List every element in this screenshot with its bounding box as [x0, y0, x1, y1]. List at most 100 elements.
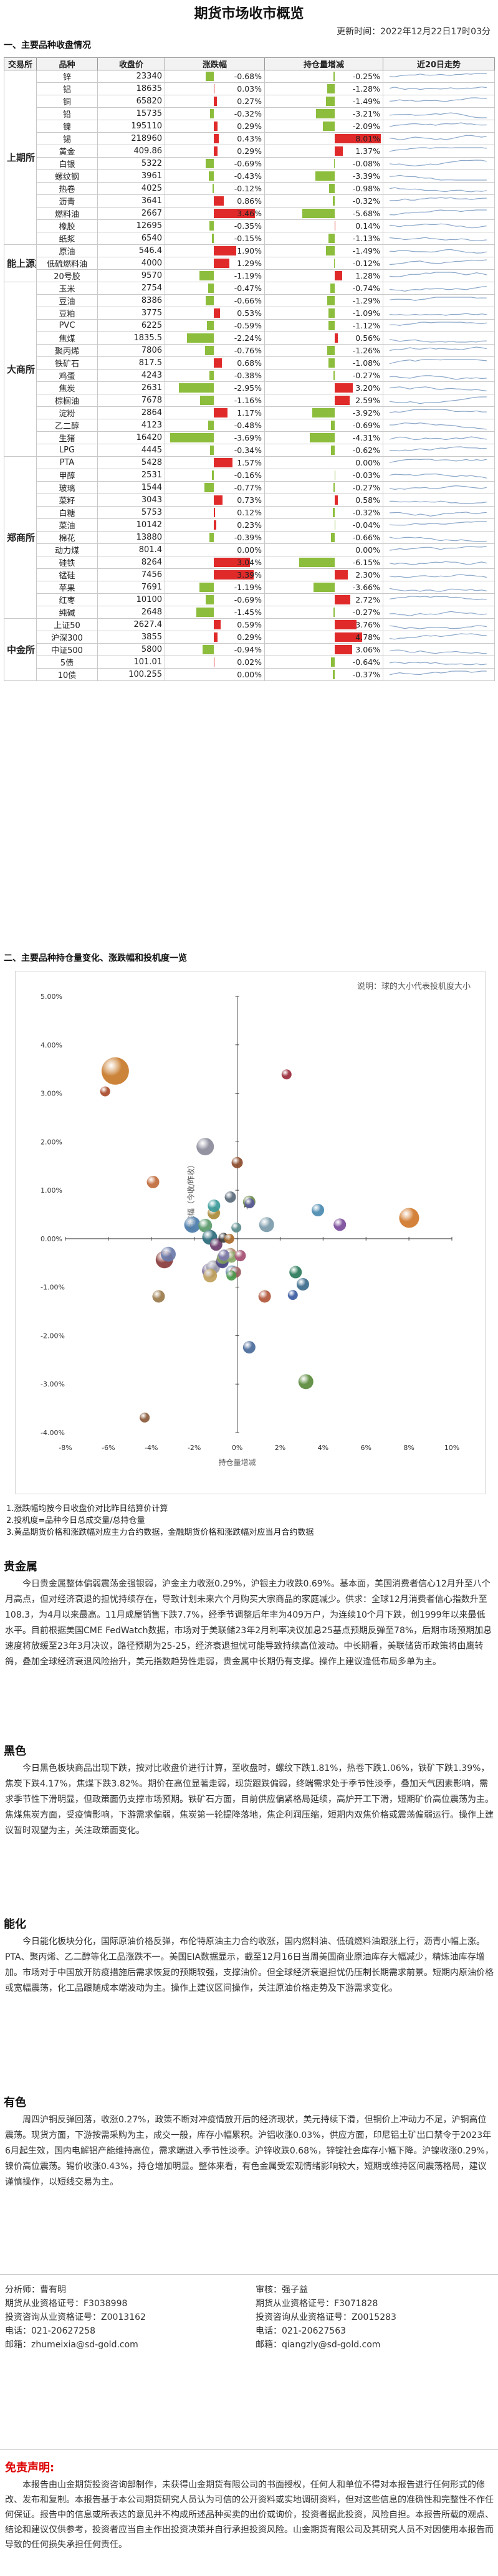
sparkline-path — [389, 271, 487, 277]
analyst-phone: 电话：021-20627258 — [5, 2326, 96, 2336]
change-bar — [203, 645, 214, 654]
trend-sparkline — [383, 556, 495, 569]
oi-value: -0.04% — [352, 520, 380, 530]
oi-value: -4.31% — [352, 433, 380, 442]
y-tick-label: 3.00% — [41, 1090, 62, 1098]
oi-value: -0.74% — [352, 284, 380, 293]
change-bar — [206, 296, 214, 305]
change-bar — [214, 358, 222, 368]
paragraph-nonferrous: 周四沪铜反弹回落，收涨0.27%，政策不断对冲疫情放开后的经济现状，美元持续下滑… — [5, 2115, 494, 2187]
change-bar — [214, 632, 218, 642]
x-tick-label: 2% — [275, 1444, 285, 1452]
oi-cell: -0.37% — [264, 668, 383, 681]
x-tick-label: 10% — [444, 1444, 459, 1452]
table-row: 棉花 13880 -0.39% -0.66% — [4, 531, 495, 544]
oi-cell: -6.15% — [264, 556, 383, 569]
scatter-point — [100, 1086, 110, 1097]
sparkline-path — [389, 661, 487, 665]
variety-name: 10债 — [36, 668, 98, 681]
change-value: 0.03% — [237, 84, 262, 93]
close-price: 2648 — [97, 606, 165, 619]
change-cell: 1.29% — [165, 257, 265, 270]
table-row: 黄金 409.86 0.29% 1.37% — [4, 145, 495, 158]
oi-value: 3.76% — [355, 620, 380, 629]
oi-cell: -4.31% — [264, 431, 383, 444]
trend-sparkline — [383, 269, 495, 282]
sparkline-path — [389, 511, 487, 517]
change-cell: 0.23% — [165, 518, 265, 532]
scatter-point — [208, 1200, 221, 1212]
oi-cell: 4.78% — [264, 631, 383, 644]
change-bar — [214, 122, 218, 131]
heading-precious-metals: 贵金属 — [4, 1560, 37, 1573]
variety-name: 聚丙烯 — [36, 344, 98, 357]
exchange-label: 郑商所 — [4, 456, 37, 619]
change-cell: -1.19% — [165, 581, 265, 594]
variety-name: 玉米 — [36, 282, 98, 295]
oi-value: -0.69% — [352, 421, 380, 430]
reviewer-consult-license: 投资咨询从业资格证号：Z0015283 — [256, 2312, 396, 2322]
analyst-license: 期货从业资格证号：F3038998 — [5, 2299, 128, 2309]
oi-cell: -0.64% — [264, 656, 383, 669]
sparkline-path — [389, 537, 487, 542]
change-value: 0.02% — [237, 657, 262, 667]
col-header: 涨跌幅 — [165, 57, 265, 70]
close-price: 5800 — [97, 643, 165, 656]
scatter-point — [152, 1290, 165, 1303]
trend-sparkline — [383, 294, 495, 307]
table-row: 热卷 4025 -0.12% -0.98% — [4, 182, 495, 195]
oi-cell: -1.08% — [264, 356, 383, 370]
oi-bar — [333, 483, 335, 492]
oi-value: -6.15% — [352, 558, 380, 567]
table-row: 铝 18635 0.03% -1.28% — [4, 82, 495, 95]
table-row: 锡 218960 0.43% 8.01% — [4, 132, 495, 145]
change-bar — [214, 520, 217, 530]
close-price: 6540 — [97, 232, 165, 245]
trend-sparkline — [383, 145, 495, 158]
variety-name: 红枣 — [36, 593, 98, 606]
trend-sparkline — [383, 606, 495, 619]
trend-sparkline — [383, 406, 495, 419]
change-value: -1.19% — [234, 271, 262, 280]
table-row: 能上源期原油546.4 1.90% -1.49% — [4, 244, 495, 282]
oi-bar — [335, 383, 353, 393]
oi-value: 4.78% — [355, 632, 380, 642]
change-cell: -3.69% — [165, 431, 265, 444]
change-value: -0.68% — [234, 72, 262, 81]
change-value: -2.24% — [234, 333, 262, 343]
close-price: 2631 — [97, 381, 165, 394]
change-cell: -0.77% — [165, 481, 265, 494]
oi-cell: -0.32% — [264, 194, 383, 208]
oi-bar — [328, 234, 335, 243]
scatter-point — [287, 1290, 298, 1300]
oi-value: -1.49% — [352, 97, 380, 106]
oi-bar — [326, 97, 335, 106]
table-row: 动力煤 801.4 0.00% 0.00% — [4, 543, 495, 556]
trend-sparkline — [383, 643, 495, 656]
x-tick-label: 8% — [403, 1444, 414, 1452]
oi-cell: 0.56% — [264, 332, 383, 345]
variety-name: PTA — [36, 456, 98, 469]
y-tick-label: 1.00% — [41, 1186, 62, 1195]
col-header: 近20日走势 — [383, 57, 495, 70]
oi-value: -1.09% — [352, 308, 380, 318]
scatter-point — [140, 1412, 150, 1423]
change-bar — [214, 196, 224, 206]
change-cell: -0.47% — [165, 282, 265, 295]
change-value: -0.15% — [234, 234, 262, 243]
oi-cell: -1.28% — [264, 82, 383, 95]
variety-name: 锰硅 — [36, 568, 98, 581]
trend-sparkline — [383, 481, 495, 494]
oi-value: -1.49% — [352, 246, 380, 255]
variety-name: 铜 — [36, 95, 98, 108]
variety-name: 棉花 — [36, 531, 98, 544]
change-value: 0.73% — [237, 495, 262, 505]
scatter-point — [231, 1223, 242, 1233]
change-value: 0.12% — [237, 508, 262, 517]
x-tick-label: -8% — [59, 1444, 72, 1452]
variety-name: 原油 — [36, 244, 98, 257]
sparkline-path — [389, 520, 487, 525]
change-cell: 0.43% — [165, 132, 265, 145]
oi-cell: -1.09% — [264, 307, 383, 320]
oi-bar — [335, 146, 343, 156]
